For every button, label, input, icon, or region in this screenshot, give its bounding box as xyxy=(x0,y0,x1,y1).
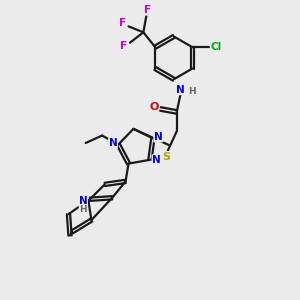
Text: N: N xyxy=(109,138,117,148)
Text: F: F xyxy=(144,5,152,15)
Text: H: H xyxy=(79,205,87,214)
Text: N: N xyxy=(154,132,163,142)
Text: O: O xyxy=(149,103,159,112)
Text: F: F xyxy=(121,41,128,51)
Text: Cl: Cl xyxy=(211,42,222,52)
Text: N: N xyxy=(152,155,161,165)
Text: F: F xyxy=(119,18,126,28)
Text: S: S xyxy=(162,152,170,161)
Text: H: H xyxy=(188,87,196,96)
Text: N: N xyxy=(79,196,87,206)
Text: N: N xyxy=(176,85,185,95)
